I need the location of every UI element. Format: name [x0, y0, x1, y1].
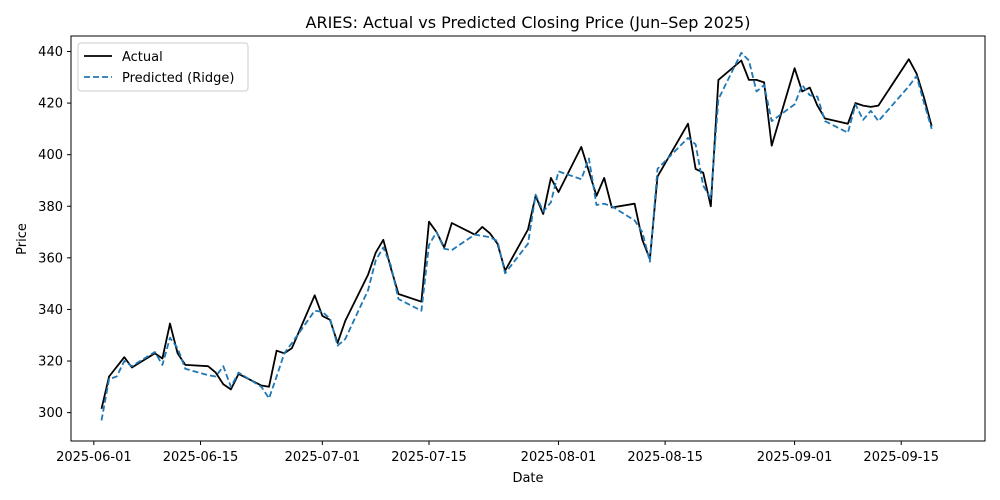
y-axis-label: Price — [15, 223, 30, 255]
x-tick-label: 2025-07-01 — [285, 450, 361, 465]
x-axis: 2025-06-01 2025-06-15 2025-07-01 2025-07-15… — [56, 441, 939, 465]
plot-frame — [70, 35, 986, 442]
x-axis-label: Date — [512, 471, 543, 486]
y-tick-label: 320 — [38, 355, 63, 370]
y-tick-label: 300 — [38, 406, 63, 421]
plot-area — [100, 51, 933, 421]
y-tick-label: 340 — [38, 303, 63, 318]
x-tick-label: 2025-09-15 — [863, 450, 939, 465]
x-tick-label: 2025-09-01 — [757, 450, 833, 465]
y-tick-label: 440 — [38, 45, 63, 60]
legend: Actual Predicted (Ridge) — [77, 42, 249, 92]
x-tick-label: 2025-08-15 — [627, 450, 703, 465]
y-axis: 300 320 340 360 380 400 420 440 — [38, 45, 71, 421]
y-tick-label: 360 — [38, 251, 63, 266]
x-tick-label: 2025-06-01 — [56, 450, 132, 465]
chart-title: ARIES: Actual vs Predicted Closing Price… — [306, 13, 751, 32]
y-tick-label: 420 — [38, 97, 63, 112]
legend-label-predicted: Predicted (Ridge) — [122, 71, 234, 86]
x-tick-label: 2025-08-01 — [521, 450, 597, 465]
x-tick-label: 2025-06-15 — [163, 450, 239, 465]
legend-label-actual: Actual — [122, 50, 163, 65]
x-tick-label: 2025-07-15 — [391, 450, 467, 465]
y-tick-label: 380 — [38, 200, 63, 215]
legend-box — [77, 42, 249, 92]
series-line-predicted — [100, 51, 933, 421]
series-line-actual — [100, 58, 933, 410]
y-tick-label: 400 — [38, 148, 63, 163]
